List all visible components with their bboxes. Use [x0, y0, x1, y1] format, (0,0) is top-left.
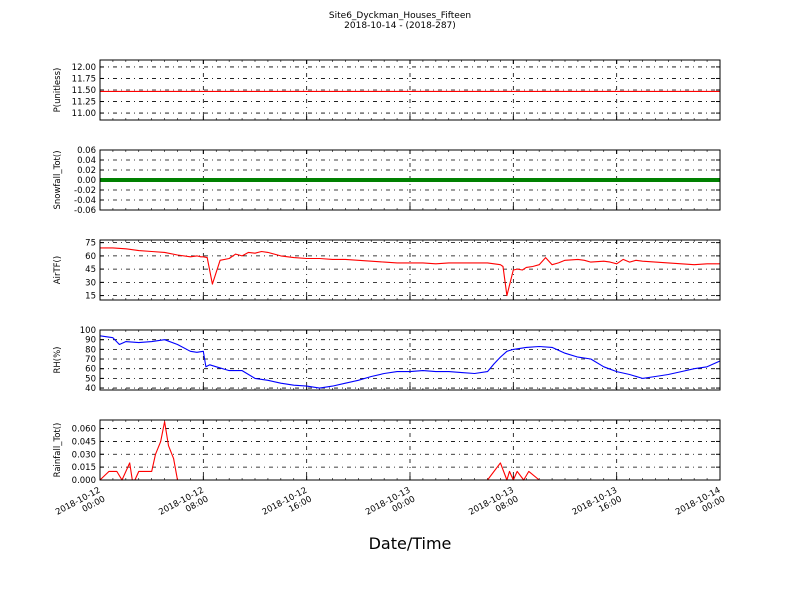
axes-frame	[99, 149, 721, 211]
x-tick-label: 2018-10-1316:00	[571, 486, 624, 527]
y-axis-label: P(unitless)	[53, 68, 63, 113]
x-tick-label: 2018-10-1216:00	[261, 486, 314, 527]
axes-frame	[99, 239, 721, 301]
y-tick-label: -0.02	[74, 186, 96, 196]
y-tick-label: 75	[85, 239, 96, 249]
x-tick-label: 2018-10-1300:00	[364, 486, 417, 527]
chart-subtitle: 2018-10-14 - (2018-287)	[344, 21, 456, 31]
y-tick-label: 15	[85, 292, 96, 302]
y-tick-label: 90	[85, 336, 96, 346]
y-tick-label: 11.75	[72, 74, 96, 84]
y-tick-label: 70	[85, 355, 96, 365]
y-tick-label: 0.015	[72, 463, 96, 473]
y-tick-label: 11.50	[72, 86, 96, 96]
y-tick-label: 40	[85, 384, 96, 394]
y-tick-label: 100	[80, 326, 96, 336]
y-tick-label: 0.060	[72, 425, 96, 435]
y-tick-label: 50	[85, 374, 96, 384]
y-tick-label: 11.25	[72, 98, 96, 108]
y-tick-label: 0.04	[77, 156, 96, 166]
y-tick-label: -0.06	[74, 206, 96, 216]
series-line	[99, 421, 720, 481]
series-line	[99, 335, 721, 389]
y-axis-label: Snowfall_Tot()	[53, 150, 63, 209]
y-tick-label: 0.030	[72, 450, 96, 460]
y-tick-label: 45	[85, 265, 96, 275]
y-axis-label: RH(%)	[53, 346, 63, 373]
x-tick-label: 2018-10-1400:00	[674, 486, 727, 527]
x-tick-label: 2018-10-1200:00	[54, 486, 107, 527]
y-tick-label: 80	[85, 345, 96, 355]
series-line	[100, 247, 720, 297]
y-tick-label: 11.00	[72, 109, 96, 119]
y-tick-label: 60	[85, 252, 96, 262]
y-tick-label: 0.02	[77, 166, 96, 176]
axes-frame	[99, 419, 721, 481]
y-tick-label: 0.00	[77, 176, 96, 186]
y-axis-label: Rainfall_Tot()	[53, 423, 63, 478]
x-tick-label: 2018-10-1308:00	[467, 486, 520, 527]
y-axis-label: AirTF()	[53, 256, 63, 284]
axes-frame	[99, 59, 721, 121]
y-tick-label: 0.06	[77, 146, 96, 156]
y-tick-label: 0.000	[72, 476, 96, 486]
y-tick-label: 30	[85, 278, 96, 288]
chart-title: Site6_Dyckman_Houses_Fifteen	[328, 11, 472, 21]
y-tick-label: 0.045	[72, 437, 96, 447]
x-axis-label: Date/Time	[368, 534, 452, 553]
x-tick-label: 2018-10-1208:00	[157, 486, 210, 527]
y-tick-label: -0.04	[74, 196, 96, 206]
y-tick-label: 60	[85, 365, 96, 375]
axes-frame	[99, 329, 721, 391]
y-tick-label: 12.00	[72, 63, 96, 73]
